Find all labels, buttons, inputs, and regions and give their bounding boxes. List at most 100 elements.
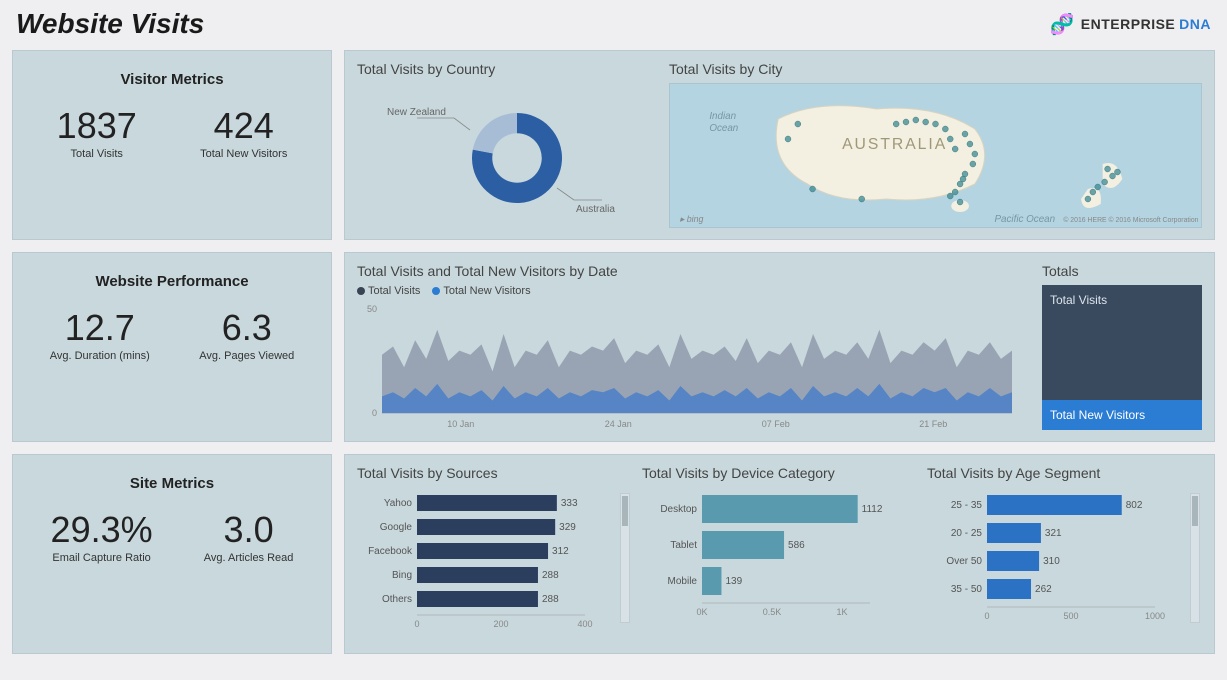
city-map-panel[interactable]: Total Visits by City IndianOcean AUSTRALI…	[669, 61, 1202, 229]
totals-row-new-visitors[interactable]: Total New Visitors	[1042, 400, 1202, 430]
metric-label: Total New Visitors	[200, 148, 287, 160]
device-bar-chart[interactable]: Desktop1112Tablet586Mobile1390K0.5K1K	[642, 487, 902, 642]
row3-right-card: Total Visits by Sources Yahoo 333 Google 32…	[344, 454, 1215, 654]
svg-text:Bing: Bing	[392, 570, 412, 581]
sources-chart-panel[interactable]: Total Visits by Sources Yahoo 333 Google 32…	[357, 465, 632, 643]
svg-text:333: 333	[561, 498, 578, 509]
svg-text:Mobile: Mobile	[668, 576, 698, 587]
country-donut-chart[interactable]: New Zealand Australia	[357, 83, 637, 223]
totals-panel[interactable]: Totals Total Visits Total New Visitors	[1042, 263, 1202, 431]
svg-text:139: 139	[725, 576, 742, 587]
page-title: Website Visits	[16, 8, 204, 40]
svg-text:329: 329	[559, 522, 576, 533]
metric-avg-articles: 3.0 Avg. Articles Read	[204, 512, 294, 564]
brand-word-2: DNA	[1179, 16, 1211, 32]
metric-value: 424	[200, 108, 287, 144]
brand-logo: 🧬 ENTERPRISE DNA	[1050, 12, 1211, 37]
svg-text:21 Feb: 21 Feb	[919, 419, 947, 429]
svg-text:1K: 1K	[836, 607, 847, 617]
svg-text:802: 802	[1126, 500, 1143, 511]
country-chart-panel[interactable]: Total Visits by Country New ZealandAustr…	[357, 61, 657, 229]
svg-text:0K: 0K	[696, 607, 707, 617]
metric-label: Email Capture Ratio	[51, 552, 153, 564]
row1-right-card: Total Visits by Country New ZealandAustr…	[344, 50, 1215, 240]
metric-total-visits: 1837 Total Visits	[57, 108, 137, 160]
svg-text:New Zealand: New Zealand	[387, 107, 446, 118]
city-chart-title: Total Visits by City	[669, 61, 1202, 77]
sources-scrollbar[interactable]	[620, 493, 630, 623]
dna-icon: 🧬	[1050, 12, 1075, 37]
area-legend: Total Visits Total New Visitors	[357, 285, 1030, 297]
city-map[interactable]: IndianOcean AUSTRALIA Pacific Ocean ▸ bing ©…	[669, 83, 1202, 228]
svg-text:Over 50: Over 50	[946, 556, 982, 567]
metric-label: Avg. Duration (mins)	[50, 350, 150, 362]
site-metrics-card: Site Metrics 29.3% Email Capture Ratio 3…	[12, 454, 332, 654]
device-chart-title: Total Visits by Device Category	[642, 465, 917, 481]
svg-text:321: 321	[1045, 528, 1062, 539]
website-perf-title: Website Performance	[25, 273, 319, 290]
svg-text:0: 0	[984, 611, 989, 621]
svg-text:© 2016 HERE © 2016 Microsof: © 2016 HERE © 2016 Microsoft Corporation	[1063, 216, 1198, 224]
website-performance-card: Website Performance 12.7 Avg. Duration (…	[12, 252, 332, 442]
svg-text:Indian: Indian	[709, 111, 736, 122]
device-chart-panel[interactable]: Total Visits by Device Category Desktop 1…	[642, 465, 917, 643]
svg-text:200: 200	[493, 619, 508, 629]
totals-box: Total Visits Total New Visitors	[1042, 285, 1202, 430]
svg-text:07 Feb: 07 Feb	[762, 419, 790, 429]
svg-text:Facebook: Facebook	[368, 546, 413, 557]
sources-bar-chart[interactable]: Yahoo 333 Google 329 Facebook 312 Bing 288 Other…	[357, 487, 617, 642]
svg-text:Google: Google	[380, 522, 413, 533]
brand-word-1: ENTERPRISE	[1081, 16, 1175, 32]
metric-value: 1837	[57, 108, 137, 144]
visitor-metrics-card: Visitor Metrics 1837 Total Visits 424 To…	[12, 50, 332, 240]
metric-value: 12.7	[50, 310, 150, 346]
svg-text:262: 262	[1035, 584, 1052, 595]
svg-text:0: 0	[414, 619, 419, 629]
legend-b: Total New Visitors	[443, 285, 530, 297]
svg-text:288: 288	[542, 594, 559, 605]
svg-text:20 - 25: 20 - 25	[951, 528, 983, 539]
svg-text:288: 288	[542, 570, 559, 581]
header: Website Visits 🧬 ENTERPRISE DNA	[12, 8, 1215, 40]
age-bar-chart[interactable]: 25 - 35 802 20 - 25 321 Over 50 310 35 - 50 262…	[927, 487, 1187, 642]
area-chart-panel[interactable]: Total Visits and Total New Visitors by D…	[357, 263, 1030, 431]
totals-row-visits[interactable]: Total Visits	[1042, 285, 1202, 400]
svg-text:25 - 35: 25 - 35	[951, 500, 983, 511]
svg-text:35 - 50: 35 - 50	[951, 584, 983, 595]
metric-value: 6.3	[199, 310, 294, 346]
svg-text:AUSTRALIA: AUSTRALIA	[842, 136, 947, 153]
legend-a: Total Visits	[368, 285, 420, 297]
metric-avg-duration: 12.7 Avg. Duration (mins)	[50, 310, 150, 362]
metric-value: 29.3%	[51, 512, 153, 548]
totals-title: Totals	[1042, 263, 1202, 279]
area-chart-title: Total Visits and Total New Visitors by D…	[357, 263, 1030, 279]
svg-text:50: 50	[367, 304, 377, 314]
svg-text:Others: Others	[382, 594, 412, 605]
svg-text:400: 400	[577, 619, 592, 629]
metric-value: 3.0	[204, 512, 294, 548]
age-chart-panel[interactable]: Total Visits by Age Segment 25 - 35 802 20…	[927, 465, 1202, 643]
svg-text:1112: 1112	[862, 504, 883, 515]
svg-text:Ocean: Ocean	[709, 123, 738, 134]
svg-text:Yahoo: Yahoo	[384, 498, 413, 509]
metric-total-new-visitors: 424 Total New Visitors	[200, 108, 287, 160]
age-chart-title: Total Visits by Age Segment	[927, 465, 1202, 481]
svg-text:10 Jan: 10 Jan	[447, 419, 474, 429]
visitor-metrics-title: Visitor Metrics	[25, 71, 319, 88]
svg-text:24 Jan: 24 Jan	[605, 419, 632, 429]
metric-email-capture: 29.3% Email Capture Ratio	[51, 512, 153, 564]
area-chart[interactable]: 05010 Jan24 Jan07 Feb21 Feb	[357, 301, 1017, 431]
row2-right-card: Total Visits and Total New Visitors by D…	[344, 252, 1215, 442]
svg-text:312: 312	[552, 546, 569, 557]
svg-text:Australia: Australia	[576, 204, 615, 215]
svg-text:Desktop: Desktop	[660, 504, 697, 515]
svg-text:Pacific Ocean: Pacific Ocean	[995, 214, 1056, 225]
svg-text:310: 310	[1043, 556, 1060, 567]
svg-text:Tablet: Tablet	[670, 540, 697, 551]
svg-text:▸ bing: ▸ bing	[680, 214, 704, 224]
svg-text:0.5K: 0.5K	[763, 607, 782, 617]
age-scrollbar[interactable]	[1190, 493, 1200, 623]
svg-text:1000: 1000	[1145, 611, 1165, 621]
sources-chart-title: Total Visits by Sources	[357, 465, 632, 481]
metric-label: Avg. Articles Read	[204, 552, 294, 564]
